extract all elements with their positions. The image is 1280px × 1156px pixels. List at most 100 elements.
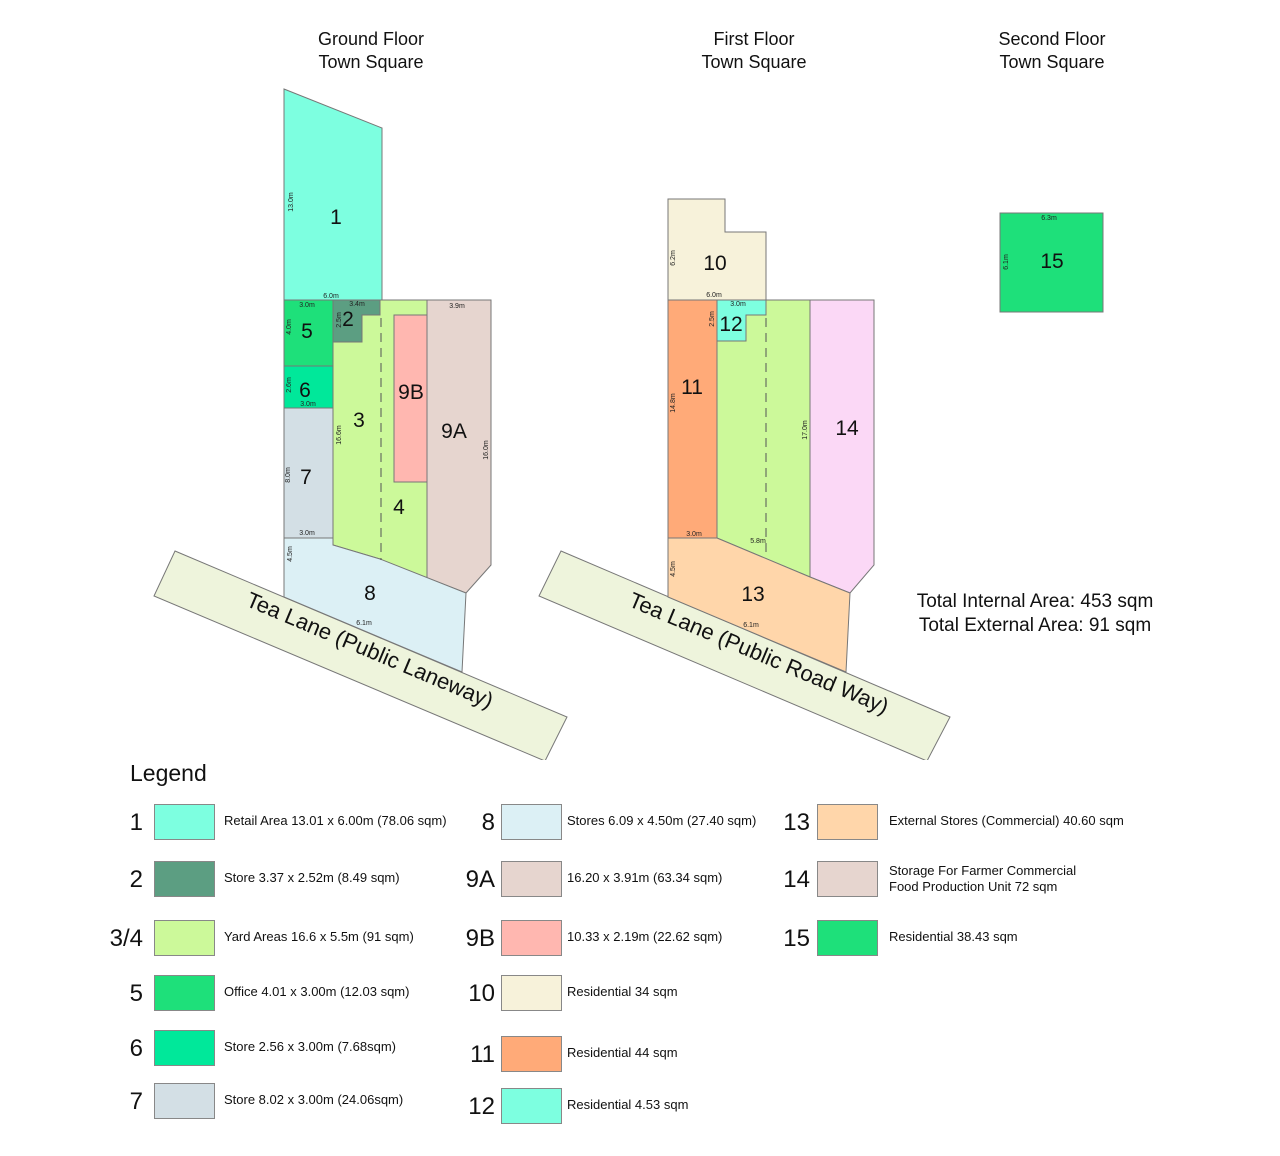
legend-swatch (817, 804, 878, 840)
dim-label: 3.0m (300, 401, 316, 408)
unit-label-10: 10 (703, 252, 726, 275)
unit-label-9a: 9A (441, 420, 467, 443)
unit-label-7: 7 (300, 466, 312, 489)
unit-9a (426, 299, 492, 594)
legend-swatch (154, 861, 215, 897)
dim-label: 8.0m (285, 467, 292, 483)
legend-swatch (154, 1030, 215, 1066)
dim-label: 6.1m (743, 622, 759, 629)
dim-label: 3.4m (349, 301, 365, 308)
legend-item-number: 6 (129, 1035, 143, 1062)
legend-item-number: 13 (783, 809, 810, 836)
unit-label-5: 5 (301, 320, 313, 343)
floor-plan-drawing: 1 2 5 6 3 9B 9A 7 4 8 10 12 11 14 13 15 … (153, 88, 1104, 760)
legend-item-number: 7 (129, 1088, 143, 1115)
dim-label: 5.8m (750, 538, 766, 545)
legend-swatch (501, 975, 562, 1011)
dim-label: 6.0m (706, 292, 722, 299)
legend-item-label: Yard Areas 16.6 x 5.5m (91 sqm) (224, 929, 414, 944)
dim-label: 6.0m (323, 293, 339, 300)
first-floor-title-line2: Town Square (701, 52, 807, 72)
unit-15-residential (999, 212, 1104, 313)
unit-14-storage (809, 299, 875, 594)
dim-label: 2.6m (286, 377, 293, 393)
total-internal-area: Total Internal Area: 453 sqm (916, 591, 1154, 612)
first-floor-title-line1: First Floor (713, 29, 795, 49)
unit-1-retail (283, 88, 383, 301)
legend-item-label: Storage For Farmer Commercial Food Produc… (889, 863, 1077, 894)
dim-label: 6.2m (670, 250, 677, 266)
unit-label-1: 1 (330, 206, 342, 229)
second-floor-title-line2: Town Square (999, 52, 1105, 72)
dim-label: 3.0m (299, 530, 315, 537)
legend-item-label: Store 8.02 x 3.00m (24.06sqm) (224, 1092, 404, 1107)
dim-label: 16.0m (483, 440, 490, 460)
total-external-area: Total External Area: 91 sqm (918, 615, 1152, 636)
legend-swatch (817, 920, 878, 956)
unit-label-2: 2 (342, 308, 354, 331)
legend-item-number: 14 (783, 866, 810, 893)
dim-label: 3.9m (449, 303, 465, 310)
dim-label: 3.0m (686, 531, 702, 538)
dim-label: 16.6m (336, 425, 343, 445)
legend-swatch (501, 861, 562, 897)
dim-label: 13.0m (288, 192, 295, 212)
legend-swatch (154, 1083, 215, 1119)
legend-item-label: 16.20 x 3.91m (63.34 sqm) (567, 870, 723, 885)
unit-label-13: 13 (741, 583, 764, 606)
legend-swatch (154, 804, 215, 840)
ground-floor-title-line2: Town Square (318, 52, 424, 72)
legend-item-label: Store 3.37 x 2.52m (8.49 sqm) (224, 870, 400, 885)
legend-item-number: 3/4 (109, 925, 143, 952)
unit-12-residential (716, 299, 767, 342)
legend-item-number: 5 (129, 980, 143, 1007)
unit-label-9b: 9B (398, 381, 424, 404)
ground-floor-title-line1: Ground Floor (317, 29, 425, 49)
legend-swatch (501, 1088, 562, 1124)
legend-item-label: Office 4.01 x 3.00m (12.03 sqm) (224, 984, 410, 999)
dim-label: 4.5m (287, 546, 294, 562)
legend-item-number: 8 (481, 809, 495, 836)
legend-item-number: 12 (468, 1093, 495, 1120)
unit-label-8: 8 (364, 582, 376, 605)
second-floor-title: Second Floor Town Square (952, 28, 1152, 74)
unit-label-6: 6 (299, 379, 311, 402)
unit-7-store (283, 407, 334, 539)
unit-11-residential (667, 299, 718, 539)
unit-6-store (283, 365, 334, 409)
legend-item-label: 10.33 x 2.19m (22.62 sqm) (567, 929, 723, 944)
legend-item-number: 2 (129, 866, 143, 893)
dim-label: 6.3m (1041, 215, 1057, 222)
unit-2-store (332, 299, 381, 343)
dim-label: 6.1m (356, 620, 372, 627)
legend-swatch (501, 804, 562, 840)
legend-swatch (154, 920, 215, 956)
first-yard (716, 299, 811, 578)
legend-item-label: Store 2.56 x 3.00m (7.68sqm) (224, 1039, 396, 1054)
legend-swatch (501, 920, 562, 956)
legend-swatch (154, 975, 215, 1011)
legend-item-label: Residential 34 sqm (567, 984, 678, 999)
unit-10-residential (667, 198, 767, 301)
dim-label: 6.1m (1003, 254, 1010, 270)
unit-13-external-stores (667, 537, 851, 673)
dim-label: 3.0m (730, 301, 746, 308)
unit-label-14: 14 (835, 417, 859, 440)
legend-item-label: Residential 38.43 sqm (889, 929, 1018, 944)
legend-item-label: Retail Area 13.01 x 6.00m (78.06 sqm) (224, 813, 447, 828)
legend-item-number: 1 (129, 809, 143, 836)
legend-swatch (501, 1036, 562, 1072)
unit-label-11: 11 (681, 376, 703, 399)
legend-item-number: 9A (465, 866, 495, 893)
dim-label: 3.0m (299, 302, 315, 309)
unit-8-stores (283, 537, 467, 673)
legend-item-number: 11 (470, 1041, 495, 1068)
legend-swatch (817, 861, 878, 897)
legend-item-label: Stores 6.09 x 4.50m (27.40 sqm) (567, 813, 757, 828)
legend-item-number: 9B (465, 925, 495, 952)
legend-item-number: 10 (468, 980, 495, 1007)
dim-label: 4.0m (286, 319, 293, 335)
legend-item-label: Residential 4.53 sqm (567, 1097, 689, 1112)
dim-label: 14.8m (670, 393, 677, 413)
legend-item-label: Residential 44 sqm (567, 1045, 678, 1060)
